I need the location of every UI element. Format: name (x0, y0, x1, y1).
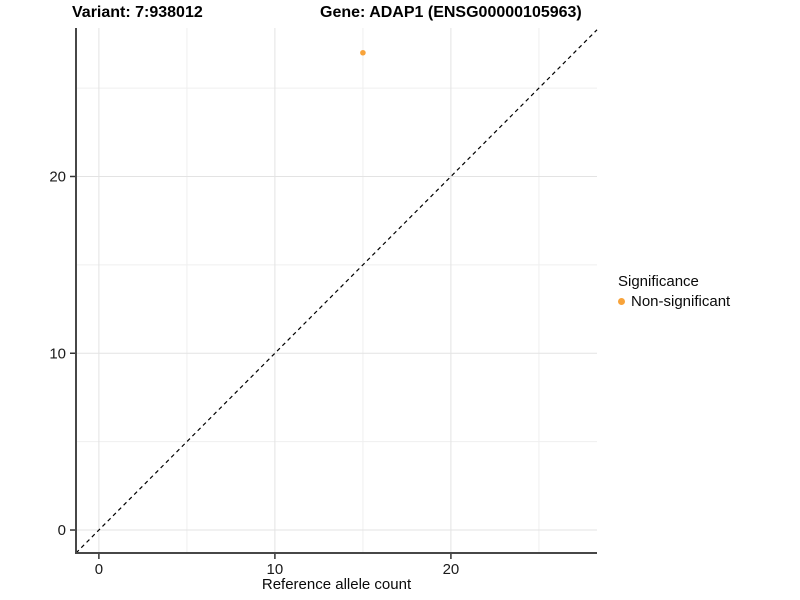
identity-dashed-line (75, 29, 598, 554)
x-axis-title: Reference allele count (261, 576, 412, 593)
x-tick-label: 0 (95, 561, 103, 578)
gene-title: Gene: ADAP1 (ENSG00000105963) (320, 4, 582, 21)
variant-title: Variant: 7:938012 (72, 4, 203, 21)
legend-entry: Non-significant (618, 293, 730, 310)
x-tick-label: 10 (267, 561, 284, 578)
legend-title: Significance (618, 273, 699, 290)
data-point (360, 49, 366, 56)
legend-entry-label: Non-significant (631, 293, 731, 310)
y-tick-label: 0 (58, 522, 66, 539)
y-tick-label: 20 (49, 168, 66, 185)
x-tick-label: 20 (443, 561, 460, 578)
legend: Significance Non-significant (618, 273, 730, 310)
y-tick-label: 10 (49, 345, 66, 362)
legend-point-swatch (618, 298, 625, 305)
